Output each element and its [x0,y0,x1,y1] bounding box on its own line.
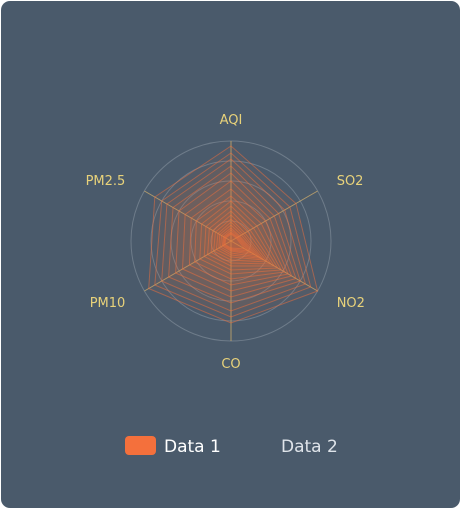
legend-label: Data 1 [164,437,221,457]
axis-label: CO [221,357,240,372]
chart-legend[interactable]: Data 1 Data 2 [125,436,338,457]
legend-item-data-1[interactable]: Data 1 [125,436,221,457]
legend-swatch [125,436,156,455]
axis-label: PM10 [90,296,126,311]
series-polygon[interactable] [223,232,250,252]
axis-line [144,190,232,242]
radar-axis-labels: AQI SO2 NO2 CO PM10 PM2.5 [86,113,365,372]
radar-series [148,145,319,324]
axis-label: NO2 [337,296,365,311]
axis-label: PM2.5 [86,174,126,189]
legend-label: Data 2 [281,437,338,457]
axis-label: SO2 [337,174,364,189]
legend-item-data-2[interactable]: Data 2 [281,437,338,457]
axis-label: AQI [220,113,243,128]
series-polygon[interactable] [224,233,246,250]
